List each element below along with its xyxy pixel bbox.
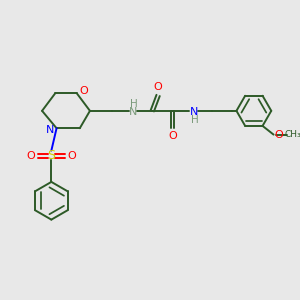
Text: O: O: [274, 130, 283, 140]
Text: O: O: [26, 151, 35, 161]
Text: O: O: [154, 82, 163, 92]
Text: N: N: [190, 107, 199, 117]
Text: H: H: [130, 99, 137, 110]
Text: O: O: [68, 151, 76, 161]
Text: S: S: [47, 149, 56, 162]
Text: H: H: [190, 115, 198, 124]
Text: N: N: [129, 107, 138, 117]
Text: O: O: [168, 131, 177, 141]
Text: CH₃: CH₃: [285, 130, 300, 139]
Text: N: N: [46, 125, 54, 135]
Text: O: O: [79, 86, 88, 96]
